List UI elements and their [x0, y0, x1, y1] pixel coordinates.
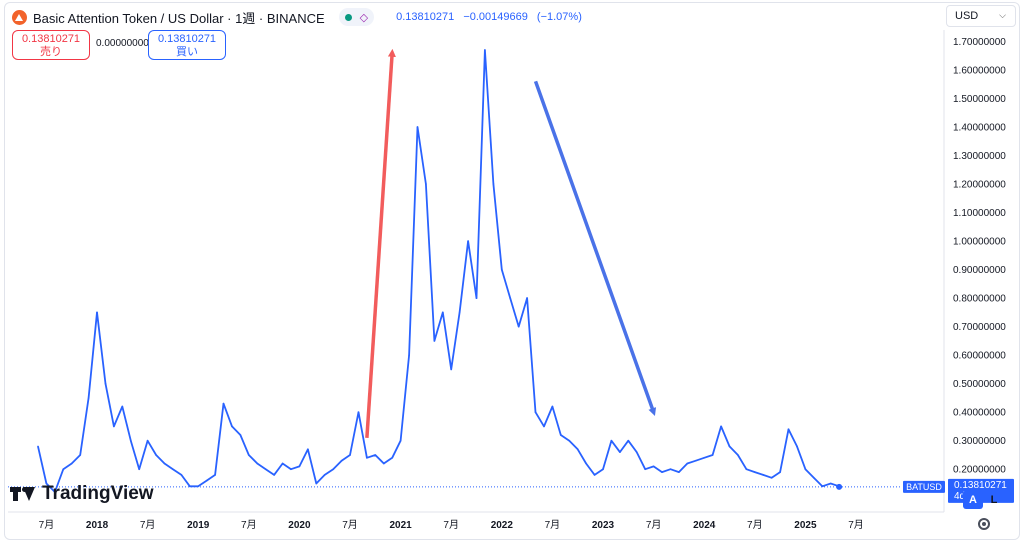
sell-button[interactable]: 0.13810271 売り — [12, 30, 90, 60]
chart-frame — [4, 2, 1020, 540]
buy-label: 買い — [176, 46, 198, 58]
sell-price: 0.13810271 — [21, 33, 81, 45]
buy-price: 0.13810271 — [157, 33, 217, 45]
bat-logo-icon — [12, 9, 27, 25]
brand-name: TradingView — [42, 483, 154, 504]
quote-readout: 0.13810271 −0.00149669 (−1.07%) — [396, 11, 588, 23]
symbol-title[interactable]: Basic Attention Token / US Dollar · 1週 ·… — [33, 10, 325, 26]
tradingview-mark-icon — [10, 485, 36, 503]
sell-label: 売り — [40, 46, 62, 58]
auto-scale-button[interactable]: A — [963, 491, 983, 509]
last-price: 0.13810271 — [396, 11, 455, 23]
tradingview-logo[interactable]: TradingView — [10, 483, 154, 505]
price-change: −0.00149669 — [463, 11, 528, 23]
chevron-down-icon: ⌵ — [999, 10, 1006, 20]
settings-gear-icon[interactable] — [978, 518, 990, 530]
price-change-pct: (−1.07%) — [536, 11, 582, 23]
market-status-dot-icon — [344, 13, 352, 21]
share-icon[interactable]: ◇ — [359, 11, 369, 24]
log-scale-button[interactable]: L — [990, 494, 998, 506]
spread-value: 0.00000000 — [96, 38, 149, 49]
symbol-header: Basic Attention Token / US Dollar · 1週 ·… — [12, 8, 588, 26]
currency-select[interactable]: USD ⌵ — [946, 5, 1016, 27]
status-pill[interactable]: ◇ — [338, 8, 375, 26]
currency-value: USD — [955, 10, 979, 22]
buy-button[interactable]: 0.13810271 買い — [148, 30, 226, 60]
